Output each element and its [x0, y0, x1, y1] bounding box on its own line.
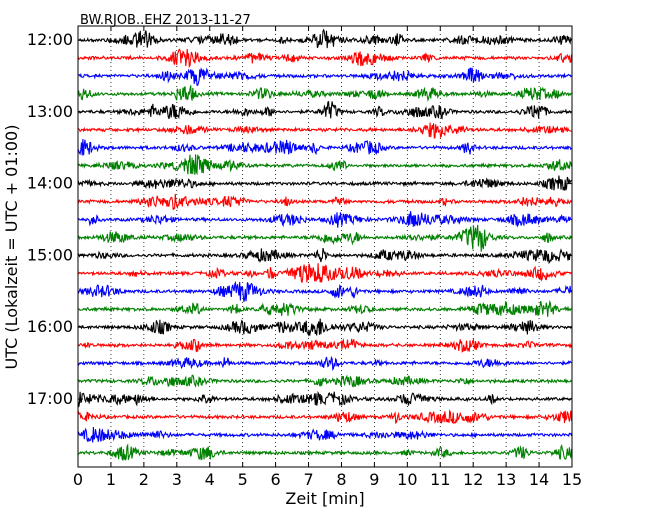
x-tick-label: 5	[238, 470, 248, 489]
y-tick-label: 12:00	[27, 30, 73, 49]
seismic-trace	[77, 211, 572, 228]
chart-title: BW.RJOB..EHZ 2013-11-27	[80, 13, 251, 28]
x-tick-label: 10	[397, 470, 417, 489]
x-axis-ticks: 0 1 2 3 4 5 6 7 8 9 10 11 12 13 14 15	[73, 26, 582, 489]
x-tick-label: 14	[529, 470, 549, 489]
x-tick-label: 11	[430, 470, 450, 489]
x-tick-label: 13	[496, 470, 516, 489]
y-tick-label: 17:00	[27, 389, 73, 408]
plot-background	[78, 26, 572, 467]
y-axis-ticks: 12:00 13:00 14:00 15:00 16:00 17:00	[27, 30, 572, 408]
seismic-traces	[77, 28, 573, 462]
seismic-trace	[77, 390, 572, 408]
seismic-trace	[77, 138, 572, 156]
y-tick-label: 15:00	[27, 245, 73, 264]
y-tick-label: 13:00	[27, 102, 73, 121]
seismic-trace	[77, 154, 573, 176]
x-axis-label: Zeit [min]	[285, 489, 364, 508]
y-tick-label: 16:00	[27, 317, 73, 336]
seismic-trace	[77, 175, 572, 191]
x-tick-label: 9	[369, 470, 379, 489]
x-tick-label: 7	[303, 470, 313, 489]
x-tick-label: 1	[106, 470, 116, 489]
x-tick-label: 12	[463, 470, 483, 489]
seismic-trace	[77, 193, 572, 211]
seismic-trace	[77, 355, 572, 372]
seismic-trace	[77, 280, 573, 302]
seismic-trace	[77, 408, 573, 425]
seismic-trace	[77, 100, 572, 120]
seismic-trace	[77, 318, 573, 337]
seismic-trace	[77, 426, 573, 443]
seismic-trace	[77, 299, 572, 317]
seismic-trace	[77, 48, 573, 69]
plot-frame	[77, 25, 573, 468]
seismic-trace	[77, 224, 573, 252]
x-tick-label: 0	[73, 470, 83, 489]
x-tick-label: 3	[172, 470, 182, 489]
x-tick-label: 15	[562, 470, 582, 489]
grid-lines	[110, 26, 540, 467]
seismic-trace	[77, 85, 572, 102]
seismic-trace	[77, 337, 573, 353]
x-tick-label: 8	[336, 470, 346, 489]
x-tick-label: 4	[205, 470, 215, 489]
x-tick-label: 2	[139, 470, 149, 489]
y-tick-label: 14:00	[27, 174, 73, 193]
seismic-trace	[77, 247, 572, 265]
seismic-trace	[77, 374, 572, 388]
y-axis-label: UTC (Lokalzeit = UTC + 01:00)	[2, 125, 21, 370]
seismic-trace	[77, 263, 572, 283]
seismic-trace	[77, 122, 572, 139]
x-tick-label: 6	[271, 470, 281, 489]
seismic-trace	[77, 67, 572, 86]
seismic-trace	[77, 28, 573, 49]
seismic-trace	[77, 443, 573, 462]
